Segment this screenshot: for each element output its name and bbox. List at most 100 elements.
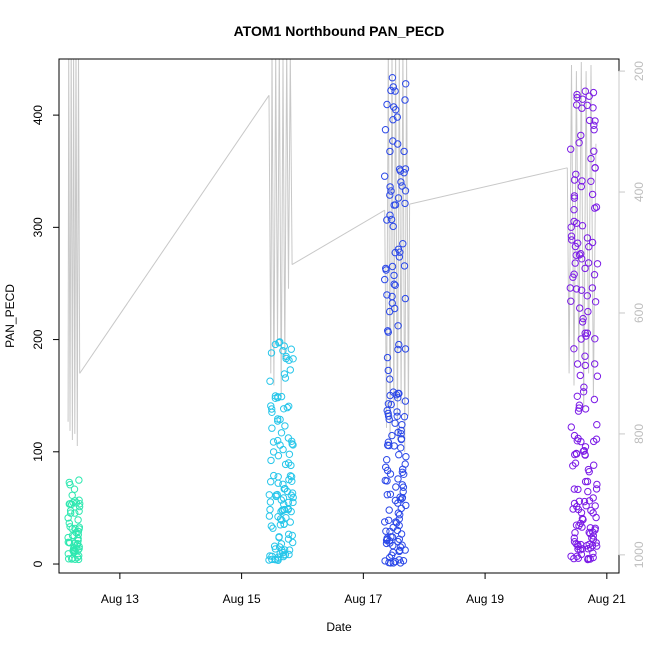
data-point — [275, 339, 283, 347]
data-point — [289, 538, 297, 547]
data-point — [401, 96, 409, 104]
data-point — [268, 405, 276, 413]
data-point — [402, 501, 410, 510]
data-point — [384, 400, 393, 408]
data-point — [575, 404, 583, 412]
data-point — [274, 436, 282, 445]
depth-line-segment — [409, 167, 568, 205]
data-point — [71, 509, 79, 517]
data-point — [593, 421, 601, 429]
data-point — [393, 526, 402, 535]
data-point — [394, 345, 402, 354]
data-point — [271, 392, 280, 400]
data-point — [394, 140, 402, 148]
data-point — [281, 374, 290, 382]
data-point — [391, 87, 399, 95]
data-point — [568, 236, 576, 244]
data-point — [590, 461, 598, 469]
data-point — [279, 347, 287, 355]
data-point — [570, 431, 579, 440]
data-point — [288, 531, 296, 540]
data-point — [75, 523, 84, 531]
data-point — [271, 545, 280, 553]
data-point — [578, 318, 587, 326]
right-axis-tick-label: 1000 — [632, 541, 646, 568]
data-point — [287, 473, 296, 481]
data-point — [580, 497, 589, 506]
data-point — [287, 345, 295, 353]
data-point — [581, 451, 589, 459]
data-point — [590, 126, 598, 134]
data-point — [591, 117, 599, 125]
data-point — [577, 182, 585, 191]
data-point — [587, 506, 595, 515]
data-point — [567, 223, 575, 231]
data-point — [567, 297, 575, 305]
data-point — [571, 259, 579, 267]
data-point — [574, 407, 583, 415]
data-point — [385, 415, 393, 424]
data-point — [576, 519, 585, 528]
data-point — [577, 540, 585, 549]
data-point — [385, 506, 393, 514]
data-point — [573, 392, 581, 400]
data-point — [573, 90, 581, 99]
data-point — [590, 395, 599, 404]
data-point — [398, 481, 406, 489]
data-point — [584, 465, 593, 474]
data-point — [577, 550, 586, 559]
data-point — [592, 203, 601, 211]
data-point — [285, 402, 293, 410]
data-point — [393, 412, 401, 420]
data-point — [386, 470, 395, 478]
data-point — [591, 298, 600, 306]
data-point — [392, 519, 401, 527]
data-point — [286, 472, 295, 480]
data-point — [578, 514, 587, 523]
data-point — [384, 327, 392, 335]
right-axis-tick-label: 600 — [632, 303, 646, 323]
data-point — [588, 238, 597, 247]
data-point — [585, 92, 593, 100]
data-point — [584, 259, 593, 267]
data-point — [569, 505, 577, 513]
data-point — [279, 445, 287, 454]
right-axis-tick-label: 400 — [632, 182, 646, 202]
data-point — [289, 355, 297, 363]
data-point — [573, 552, 581, 560]
data-point — [383, 100, 391, 109]
data-point — [401, 294, 409, 303]
data-point — [274, 479, 282, 487]
data-point — [570, 206, 578, 214]
data-point — [286, 366, 294, 374]
data-point — [277, 496, 285, 504]
depth-line-layer — [67, 59, 597, 453]
data-point — [282, 354, 290, 363]
data-point — [401, 199, 409, 208]
data-point — [570, 345, 578, 353]
x-tick-label: Aug 21 — [588, 592, 626, 606]
data-point — [395, 340, 403, 349]
data-point — [581, 443, 590, 451]
data-point — [589, 88, 598, 97]
data-point — [389, 548, 397, 557]
data-point — [386, 490, 395, 498]
data-point — [570, 192, 579, 200]
data-point — [283, 403, 291, 412]
data-point — [593, 260, 602, 268]
data-point — [288, 489, 297, 497]
data-point — [578, 255, 586, 263]
data-point — [271, 340, 280, 349]
data-point — [577, 286, 586, 294]
depth-line-segment — [384, 59, 411, 453]
data-point — [398, 494, 406, 503]
data-point — [68, 491, 76, 499]
data-point — [276, 521, 285, 529]
data-point — [66, 481, 74, 489]
data-point — [285, 450, 294, 458]
data-point — [289, 493, 297, 502]
data-point — [386, 211, 394, 219]
data-point — [402, 453, 410, 461]
data-point — [587, 177, 595, 186]
data-point — [381, 126, 390, 134]
